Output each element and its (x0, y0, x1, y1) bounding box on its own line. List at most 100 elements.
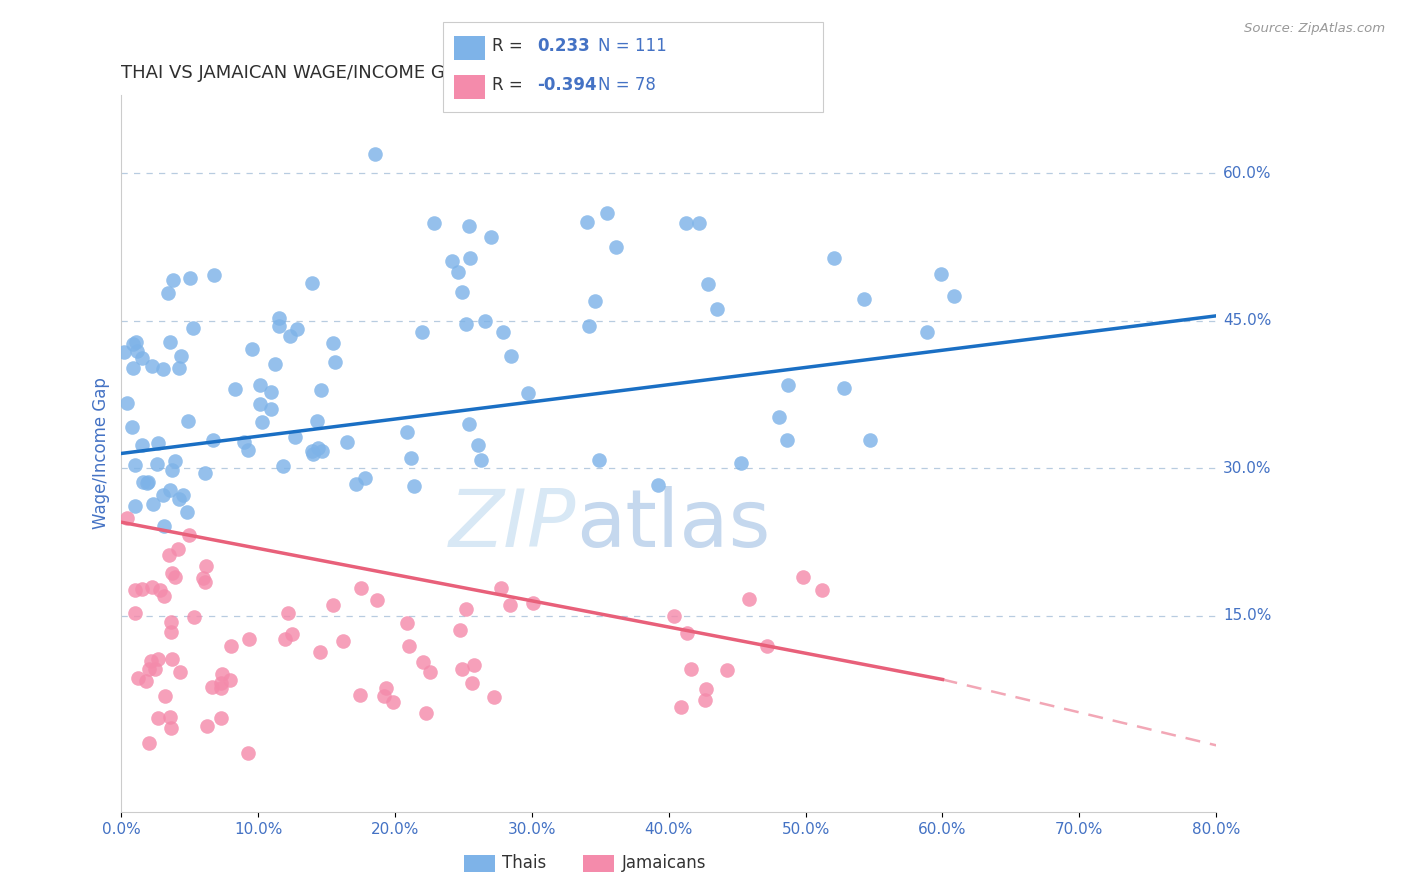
Point (194, 467, 217, 481)
Point (165, 570, 187, 584)
Point (195, 719, 218, 733)
Point (141, 580, 163, 594)
Point (605, 240, 627, 254)
Point (219, 673, 242, 687)
Point (336, 435, 359, 450)
Point (373, 689, 395, 703)
Point (202, 268, 225, 282)
Point (575, 215, 598, 229)
Point (124, 607, 146, 621)
Point (474, 314, 496, 328)
Point (181, 321, 204, 335)
Point (201, 434, 224, 448)
Point (852, 292, 875, 306)
Point (162, 273, 184, 287)
Point (160, 463, 183, 477)
Point (165, 454, 187, 468)
Text: Source: ZipAtlas.com: Source: ZipAtlas.com (1244, 22, 1385, 36)
Point (450, 285, 472, 300)
Point (141, 655, 163, 669)
Point (194, 575, 217, 590)
Text: 60.0%: 60.0% (1223, 166, 1271, 181)
Point (309, 383, 332, 397)
Point (353, 471, 375, 485)
Point (395, 616, 418, 631)
Point (323, 355, 346, 369)
Point (170, 349, 193, 363)
Point (211, 666, 233, 681)
Point (267, 318, 290, 333)
Point (404, 479, 426, 493)
Text: R =: R = (492, 37, 529, 55)
Point (157, 548, 180, 562)
Point (399, 450, 422, 465)
Point (132, 475, 155, 490)
Point (309, 645, 332, 659)
Y-axis label: Wage/Income Gap: Wage/Income Gap (93, 377, 110, 529)
Point (236, 443, 259, 458)
Point (332, 634, 354, 648)
Point (492, 326, 515, 340)
Point (122, 361, 145, 376)
Point (236, 746, 259, 760)
Text: 45.0%: 45.0% (1223, 313, 1271, 328)
Point (260, 385, 283, 400)
Text: 15.0%: 15.0% (1223, 608, 1271, 624)
Point (596, 205, 619, 219)
Point (191, 572, 214, 586)
Point (931, 267, 953, 281)
Point (159, 334, 181, 349)
Point (115, 511, 138, 525)
Point (363, 146, 385, 161)
Point (366, 592, 388, 607)
Point (177, 528, 200, 542)
Point (124, 458, 146, 472)
Point (411, 325, 433, 339)
Point (307, 441, 329, 455)
Point (240, 342, 263, 356)
Text: 0.233: 0.233 (537, 37, 591, 55)
Point (688, 216, 710, 230)
Point (278, 328, 301, 343)
Point (122, 337, 145, 351)
Point (146, 436, 169, 450)
Point (232, 434, 254, 449)
Point (419, 665, 441, 679)
Point (224, 382, 246, 396)
Text: N = 111: N = 111 (598, 37, 666, 55)
Point (271, 458, 294, 473)
Point (458, 251, 481, 265)
Point (127, 671, 149, 685)
Point (415, 706, 437, 720)
Point (583, 294, 606, 309)
Point (136, 476, 159, 491)
Point (124, 582, 146, 597)
Point (301, 444, 323, 458)
Point (811, 583, 834, 598)
Point (153, 518, 176, 533)
Point (160, 625, 183, 640)
Point (449, 623, 471, 637)
Point (274, 632, 297, 647)
Point (194, 559, 217, 574)
Point (136, 475, 159, 490)
Point (675, 216, 697, 230)
Point (115, 395, 138, 409)
Point (344, 476, 367, 491)
Point (167, 491, 190, 506)
Point (148, 710, 170, 724)
Point (395, 425, 418, 440)
Point (149, 582, 172, 597)
Point (263, 357, 285, 371)
Point (489, 582, 512, 596)
Point (148, 652, 170, 666)
Point (280, 627, 302, 641)
Point (768, 409, 790, 424)
Point (730, 456, 752, 470)
Point (484, 690, 506, 705)
Point (159, 483, 181, 498)
Text: atlas: atlas (576, 486, 770, 564)
Point (125, 344, 148, 359)
Point (152, 488, 174, 502)
Point (179, 271, 201, 285)
